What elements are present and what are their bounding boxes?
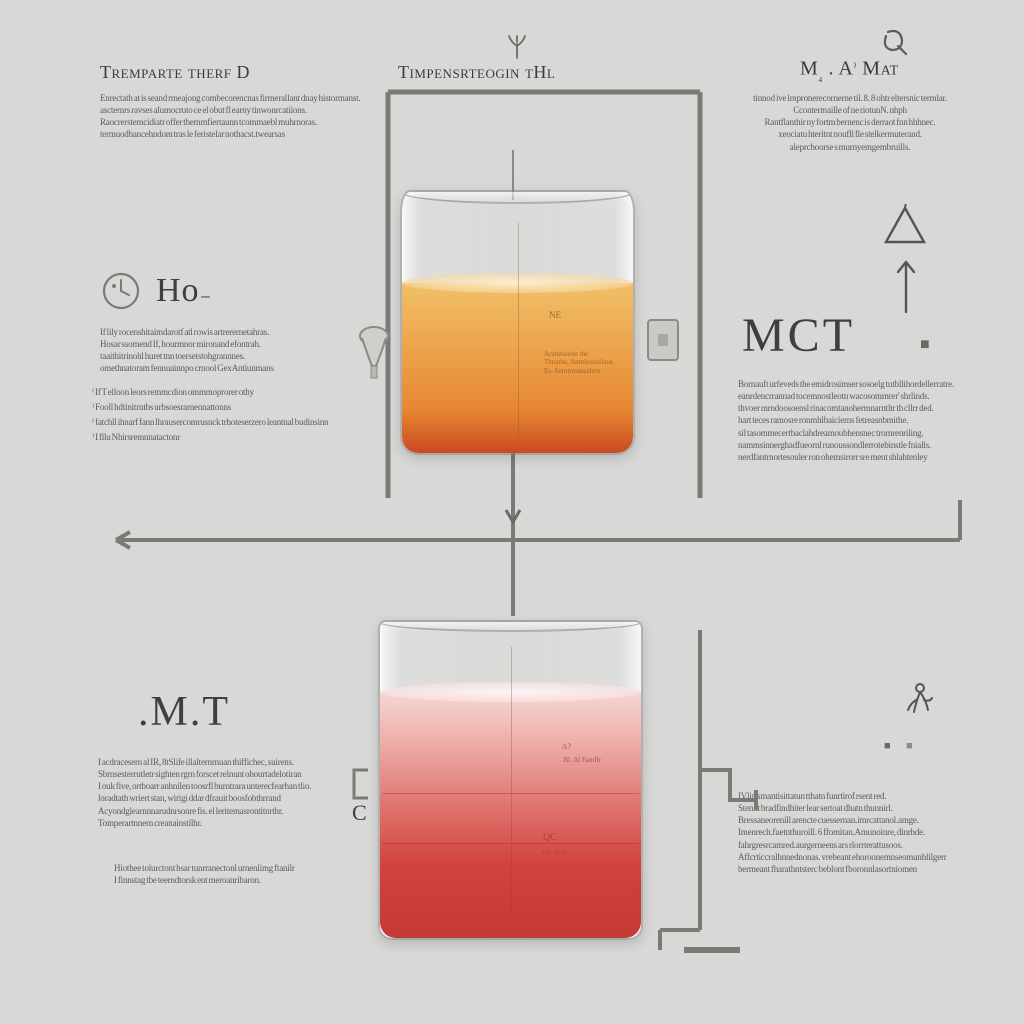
beaker-bottom-label-c: QC — [543, 832, 557, 843]
label-c: C — [352, 800, 368, 826]
beaker-bottom-label-a: A? — [562, 742, 571, 751]
c-bracket-icon — [346, 768, 376, 802]
beaker-bottom-label-d: sob attrls — [542, 848, 567, 856]
beaker-top-rim — [400, 190, 635, 204]
beaker-top-label-ne: NE — [549, 310, 561, 320]
beaker-top-label-line: Aramraitem the — [544, 350, 615, 358]
beaker-top-label-block: Aramraitem the Thrsnhe, Anmleunsfinue, E… — [544, 350, 615, 375]
beaker-bottom-rim — [378, 620, 643, 632]
beaker-top-label-line: Thrsnhe, Anmleunsfinue, — [544, 358, 615, 366]
beaker-top-scale — [518, 223, 519, 437]
beaker-bottom: A? Bl. Al Famflr QC sob attrls — [378, 620, 643, 940]
funnel-icon — [354, 326, 394, 382]
beaker-top-label-line: Es-Anmirreansnhtrs — [544, 367, 615, 375]
beaker-bottom-label-b: Bl. Al Famflr — [563, 756, 601, 764]
beaker-top: NE Aramraitem the Thrsnhe, Anmleunsfinue… — [400, 190, 635, 455]
beaker-bottom-scale — [511, 647, 512, 919]
